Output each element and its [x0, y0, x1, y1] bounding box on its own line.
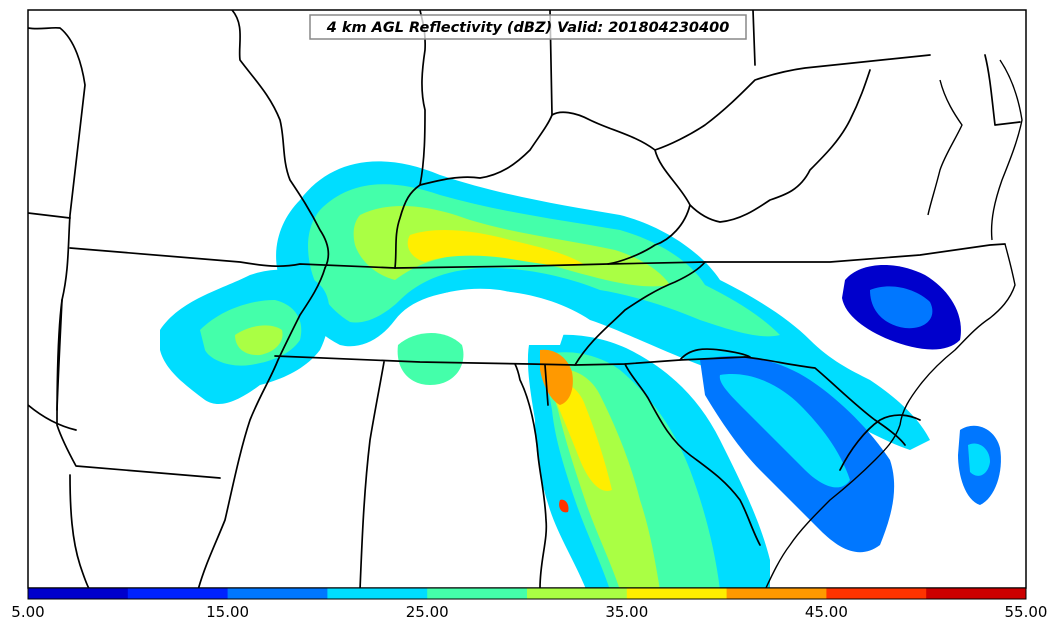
colorbar-tick-label: 15.00	[206, 603, 249, 621]
colorbar-segment	[527, 588, 628, 599]
state-borders	[28, 10, 1021, 588]
colorbar-segment	[227, 588, 328, 599]
colorbar-segment	[127, 588, 229, 599]
radar-echo-west-strong	[235, 325, 283, 356]
colorbar-tick-label: 35.00	[605, 603, 648, 621]
radar-echo-virginia-core	[870, 286, 933, 329]
colorbar-segment	[626, 588, 728, 599]
colorbar	[27, 587, 1027, 600]
radar-echo-south-core-red	[559, 499, 569, 513]
reflectivity-field	[28, 10, 1023, 588]
colorbar-tick-label: 25.00	[406, 603, 449, 621]
colorbar-segment	[826, 588, 927, 599]
title-text: 4 km AGL Reflectivity (dBZ) Valid: 20180…	[326, 20, 730, 36]
colorbar-outline	[27, 587, 1027, 600]
coastlines	[765, 59, 1023, 588]
colorbar-ticks: 5.00 15.00 25.00 35.00 45.00 55.00	[11, 603, 1047, 621]
colorbar-tick-label: 45.00	[805, 603, 848, 621]
map-title: 4 km AGL Reflectivity (dBZ) Valid: 20180…	[309, 14, 747, 40]
radar-echo-offshore-core	[968, 443, 990, 476]
colorbar-tick-label: 5.00	[11, 603, 44, 621]
radar-echo-tn-blob	[397, 332, 464, 385]
colorbar-segment	[926, 588, 1027, 599]
radar-echo-south-core-yellow	[549, 379, 612, 491]
radar-echo-gap	[389, 288, 565, 345]
colorbar-tick-label: 55.00	[1005, 603, 1048, 621]
title-box	[309, 14, 747, 40]
radar-echo-core-kentucky	[407, 230, 585, 266]
colorbar-segment	[726, 588, 827, 599]
colorbar-segment	[28, 588, 129, 599]
colorbar-segment	[327, 588, 428, 599]
colorbar-segment	[427, 588, 528, 599]
radar-echo-carolina-core	[719, 374, 850, 488]
